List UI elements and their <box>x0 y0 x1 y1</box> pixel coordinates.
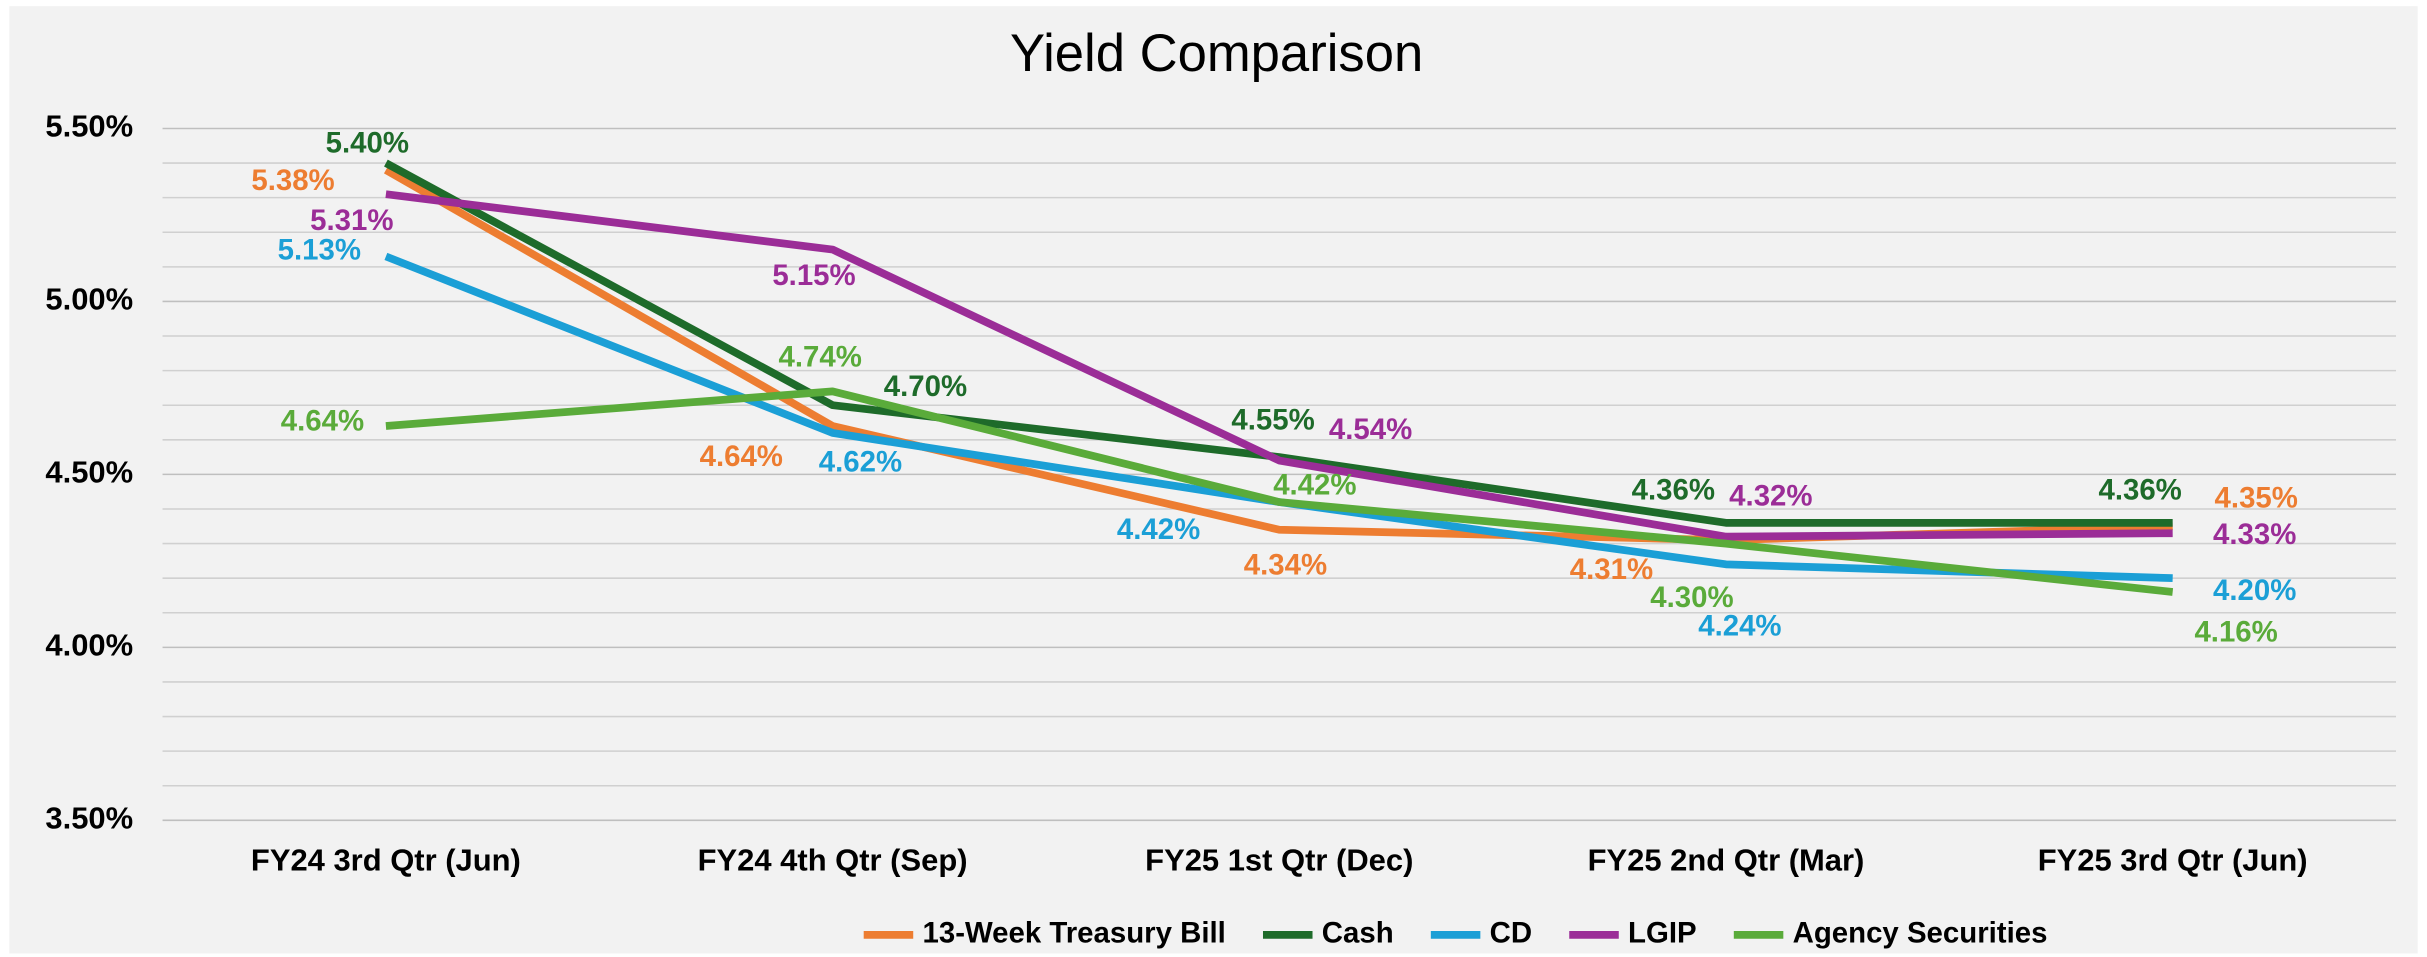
data-label: 4.20% <box>2213 574 2296 607</box>
legend-label: Cash <box>1322 917 1394 950</box>
data-label: 4.30% <box>1650 581 1733 614</box>
legend-label: CD <box>1490 917 1532 950</box>
data-label: 4.54% <box>1329 413 1412 446</box>
x-tick-label: FY25 2nd Qtr (Mar) <box>1588 842 1865 877</box>
y-tick-label: 4.00% <box>45 628 133 663</box>
data-label: 4.55% <box>1231 403 1314 436</box>
chart-title: Yield Comparison <box>1010 24 1423 83</box>
series-line <box>385 387 2174 596</box>
chart-area <box>9 6 2418 954</box>
data-label: 4.36% <box>1632 474 1715 507</box>
y-tick-label: 5.50% <box>45 109 133 144</box>
data-label: 4.24% <box>1698 610 1781 643</box>
data-label: 5.13% <box>278 234 361 267</box>
data-label: 4.31% <box>1570 553 1653 586</box>
data-label: 4.42% <box>1117 513 1200 546</box>
data-label: 4.62% <box>819 446 902 479</box>
data-label: 4.35% <box>2215 482 2298 515</box>
legend-label: 13-Week Treasury Bill <box>923 917 1226 950</box>
y-tick-label: 5.00% <box>45 282 133 317</box>
data-label: 5.31% <box>310 204 393 237</box>
legend-label: LGIP <box>1628 917 1697 950</box>
data-label: 5.40% <box>326 126 409 159</box>
x-tick-label: FY25 1st Qtr (Dec) <box>1145 842 1413 877</box>
data-label: 4.42% <box>1273 468 1356 501</box>
data-label: 4.74% <box>779 341 862 374</box>
legend-label: Agency Securities <box>1793 917 2048 950</box>
x-tick-label: FY24 4th Qtr (Sep) <box>698 842 968 877</box>
data-label: 4.36% <box>2098 474 2181 507</box>
data-label: 4.70% <box>884 370 967 403</box>
y-tick-label: 4.50% <box>45 455 133 490</box>
data-label: 4.64% <box>281 405 364 438</box>
data-label: 4.16% <box>2194 616 2277 649</box>
series-line <box>385 190 2173 541</box>
x-tick-label: FY25 3rd Qtr (Jun) <box>2038 842 2308 877</box>
data-label: 4.32% <box>1729 480 1812 513</box>
data-label: 4.34% <box>1244 549 1327 582</box>
data-label: 4.64% <box>700 440 783 473</box>
data-label: 5.15% <box>772 259 855 292</box>
data-label: 5.38% <box>251 164 334 197</box>
y-tick-label: 3.50% <box>45 801 133 836</box>
data-label: 4.33% <box>2213 518 2296 551</box>
x-tick-label: FY24 3rd Qtr (Jun) <box>251 842 521 877</box>
